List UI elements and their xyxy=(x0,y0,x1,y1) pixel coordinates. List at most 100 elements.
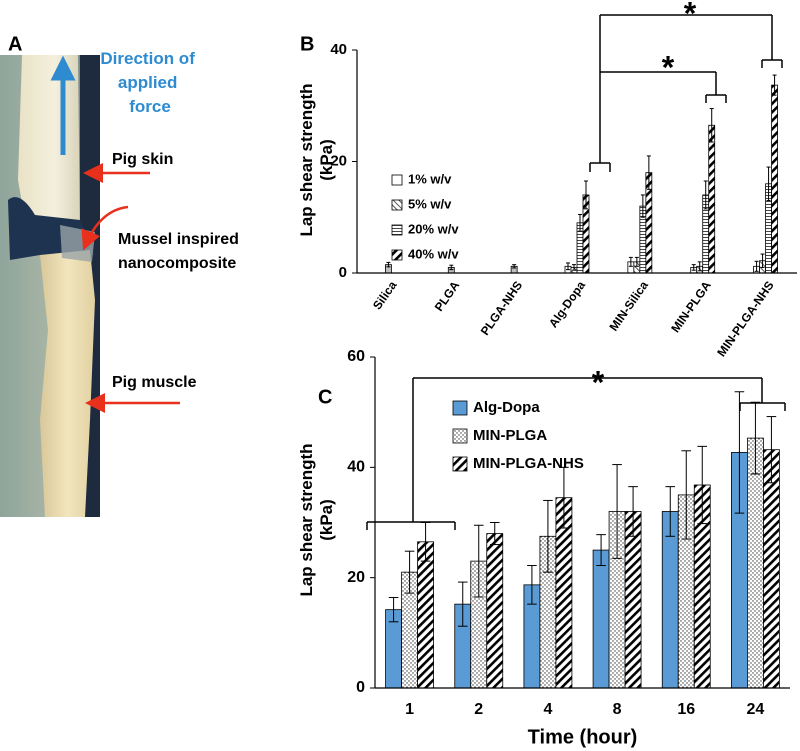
x-tick-label: MIN-Silica xyxy=(607,278,652,333)
y-tick-label: 40 xyxy=(347,459,365,476)
error-bar xyxy=(512,264,517,269)
skin-label: Pig skin xyxy=(112,151,173,168)
y-tick-label: 20 xyxy=(347,569,365,586)
composite-label-line: Mussel inspired xyxy=(118,231,239,248)
error-bar xyxy=(709,108,714,143)
significance-star: * xyxy=(662,49,675,85)
force-label-line: force xyxy=(129,97,171,116)
error-bar xyxy=(703,180,708,210)
bar xyxy=(763,449,780,689)
error-bar xyxy=(766,166,771,202)
error-bar xyxy=(612,464,622,559)
legend-swatch xyxy=(452,456,468,472)
error-bar xyxy=(697,261,702,272)
y-axis-label-line: (kPa) xyxy=(317,499,336,541)
panel-letter: A xyxy=(8,33,22,55)
force-label: Direction of applied force xyxy=(100,49,199,116)
x-tick-label: MIN-PLGA-NHS xyxy=(714,279,776,360)
legend-label: 20% w/v xyxy=(408,221,459,236)
x-tick-label: MIN-PLGA xyxy=(668,278,714,335)
error-bar xyxy=(772,74,777,96)
y-axis-label: Lap shear strength(kPa) xyxy=(297,443,336,596)
x-tick-label: 4 xyxy=(543,701,552,718)
error-bar xyxy=(457,581,468,627)
legend-label: MIN-PLGA xyxy=(473,427,547,444)
x-tick-label: Silica xyxy=(370,278,400,312)
error-bar xyxy=(584,180,588,210)
error-bar xyxy=(596,534,606,567)
y-tick-label: 20 xyxy=(330,152,347,169)
error-bar xyxy=(566,262,570,271)
error-bar xyxy=(628,256,633,267)
significance-star: * xyxy=(592,364,605,400)
bar xyxy=(592,549,610,689)
error-bar xyxy=(527,565,537,605)
error-bar xyxy=(489,522,500,546)
error-bar xyxy=(766,416,777,484)
legend-swatch xyxy=(391,249,403,261)
x-tick-label: Alg-Dopa xyxy=(546,278,588,330)
legend-swatch xyxy=(391,174,403,186)
composite-label-line: nanocomposite xyxy=(118,255,236,272)
legend-label: Alg-Dopa xyxy=(473,399,540,416)
y-tick-label: 0 xyxy=(339,264,347,281)
bar xyxy=(417,541,434,689)
x-tick-label: 1 xyxy=(405,701,414,718)
error-bar xyxy=(665,486,676,537)
x-tick-label: 8 xyxy=(613,701,622,718)
error-bar xyxy=(760,253,765,268)
error-bar xyxy=(634,256,639,267)
x-tick-label: 16 xyxy=(677,701,695,718)
y-tick-label: 40 xyxy=(330,41,347,58)
panel-letter: B xyxy=(300,33,314,55)
error-bar xyxy=(543,499,553,573)
bar xyxy=(747,437,764,689)
legend-label: 5% w/v xyxy=(408,196,452,211)
bar xyxy=(771,84,778,274)
y-tick-label: 0 xyxy=(356,679,365,696)
y-axis-label-line: Lap shear strength xyxy=(297,83,316,236)
error-bar xyxy=(559,466,569,529)
legend-swatch xyxy=(391,224,403,236)
error-bar xyxy=(572,264,576,271)
legend-swatch xyxy=(391,199,403,211)
error-bar xyxy=(404,550,415,594)
y-axis-label: Lap shear strength(kPa) xyxy=(297,83,336,236)
error-bar xyxy=(449,264,454,271)
photo xyxy=(0,55,180,517)
y-axis-label-line: (kPa) xyxy=(317,139,336,181)
x-tick-label: PLGA xyxy=(432,278,463,314)
error-bar xyxy=(691,264,696,271)
error-bar xyxy=(646,155,651,190)
x-tick-label: PLGA-NHS xyxy=(478,279,525,338)
error-bar xyxy=(578,213,582,232)
composite-label: Mussel inspired nanocomposite xyxy=(118,231,243,272)
error-bar xyxy=(386,261,391,268)
force-label-line: applied xyxy=(118,73,178,92)
bar xyxy=(624,511,642,689)
error-bar xyxy=(750,401,761,475)
panel-letter: C xyxy=(318,386,332,408)
muscle-label: Pig muscle xyxy=(112,374,197,391)
bar xyxy=(486,533,504,689)
legend-label: MIN-PLGA-NHS xyxy=(473,455,584,472)
error-bar xyxy=(640,194,645,218)
legend-swatch xyxy=(452,400,468,416)
bar xyxy=(661,511,679,689)
x-tick-label: 2 xyxy=(474,701,483,718)
significance-star: * xyxy=(684,0,697,31)
error-bar xyxy=(388,597,399,623)
legend-swatch xyxy=(452,428,468,444)
error-bar xyxy=(628,486,638,537)
bar xyxy=(708,124,716,274)
y-axis-label-line: Lap shear strength xyxy=(297,443,316,596)
error-bar xyxy=(697,445,708,525)
legend-label: 1% w/v xyxy=(408,171,452,186)
legend-label: 40% w/v xyxy=(408,246,459,261)
error-bar xyxy=(754,260,759,272)
force-label-line: Direction of xyxy=(100,49,195,68)
error-bar xyxy=(681,450,692,540)
error-bar xyxy=(734,391,745,514)
